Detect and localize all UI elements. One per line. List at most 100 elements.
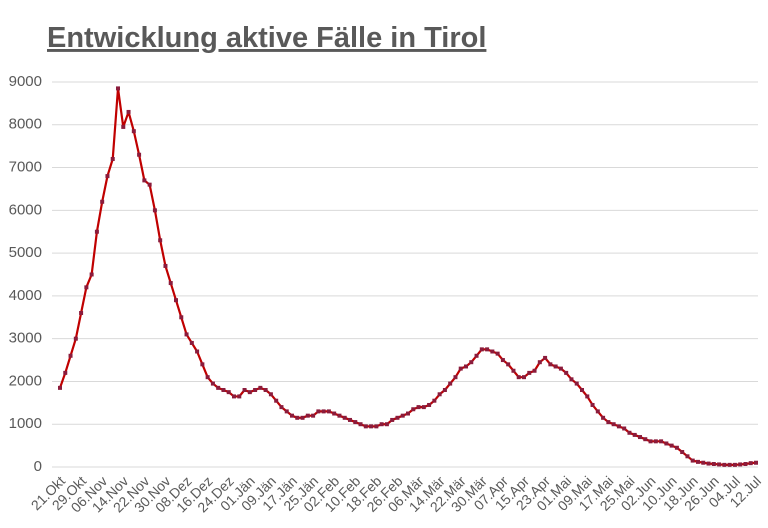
data-point [89,272,94,277]
data-point [253,388,258,392]
data-point [580,388,584,392]
data-point [532,368,537,373]
y-tick-label: 5000 [9,244,42,261]
data-point [611,422,616,427]
data-point [648,439,653,444]
data-point [674,445,679,450]
data-point [664,441,669,446]
data-point [311,413,316,418]
data-point [152,208,157,213]
data-point [748,461,753,466]
data-point [79,311,84,315]
data-point [305,413,310,418]
data-point [316,409,321,414]
data-point [553,364,558,369]
data-point [659,439,664,444]
data-point [237,394,242,399]
data-point [653,439,658,444]
data-point [263,388,268,392]
data-point [179,315,184,320]
data-point [717,462,722,467]
data-point [416,405,421,410]
data-line [58,87,757,466]
data-point [121,124,126,129]
data-point [94,229,99,234]
data-point [754,460,758,465]
data-point [68,353,73,358]
data-point [506,362,511,367]
data-point [732,462,737,467]
data-point [369,424,374,429]
data-point [421,405,426,410]
data-point [474,353,479,358]
data-point [464,364,468,369]
data-point [442,388,447,392]
y-tick-label: 9000 [9,73,42,90]
data-point [643,437,648,442]
data-point [574,381,579,386]
data-point [131,129,136,134]
data-point [268,392,273,397]
data-point [458,366,463,371]
data-point [469,360,474,365]
data-point [680,450,685,455]
data-point [558,366,563,371]
chart-title: Entwicklung aktive Fälle in Tirol [47,22,486,54]
data-point [585,394,590,399]
data-point [632,432,637,437]
data-point [711,462,716,467]
data-point [511,368,516,373]
data-point [221,388,226,392]
data-point [353,420,358,425]
data-point [290,413,294,418]
data-point [569,377,574,382]
data-point [284,409,289,414]
data-point [279,405,284,410]
data-point [395,415,400,420]
data-point [743,462,748,467]
y-tick-label: 7000 [9,159,42,176]
data-point [427,402,432,407]
data-point [448,381,453,386]
y-tick-label: 8000 [9,116,42,133]
data-point [374,424,379,429]
data-point [590,402,595,407]
data-point [226,390,231,395]
data-point [400,413,405,418]
data-point [500,358,505,363]
data-point [137,152,142,157]
data-point [300,415,305,420]
data-point [627,430,632,435]
data-point [738,462,743,467]
y-tick-label: 2000 [9,372,42,389]
data-point [142,178,147,183]
data-point [200,362,205,367]
data-point [174,298,178,303]
data-point [548,362,553,367]
data-point [126,109,131,114]
data-point [358,422,363,427]
data-point [73,336,78,341]
data-point [295,415,300,420]
data-point [379,422,384,427]
data-point [100,199,105,204]
data-point [690,458,695,463]
data-point [606,420,611,425]
data-point [242,388,247,392]
data-point [274,398,279,403]
data-point [348,417,352,422]
data-point [321,409,326,414]
data-point [564,370,569,375]
data-point [363,424,368,429]
data-point [685,454,690,459]
y-tick-label: 3000 [9,330,42,347]
data-point [622,426,627,431]
data-point [184,332,189,337]
data-point [105,174,110,179]
data-point [432,398,437,403]
data-point [537,360,542,365]
data-point [147,182,152,187]
data-point [490,349,495,354]
data-point [516,375,521,380]
data-point [390,417,395,422]
